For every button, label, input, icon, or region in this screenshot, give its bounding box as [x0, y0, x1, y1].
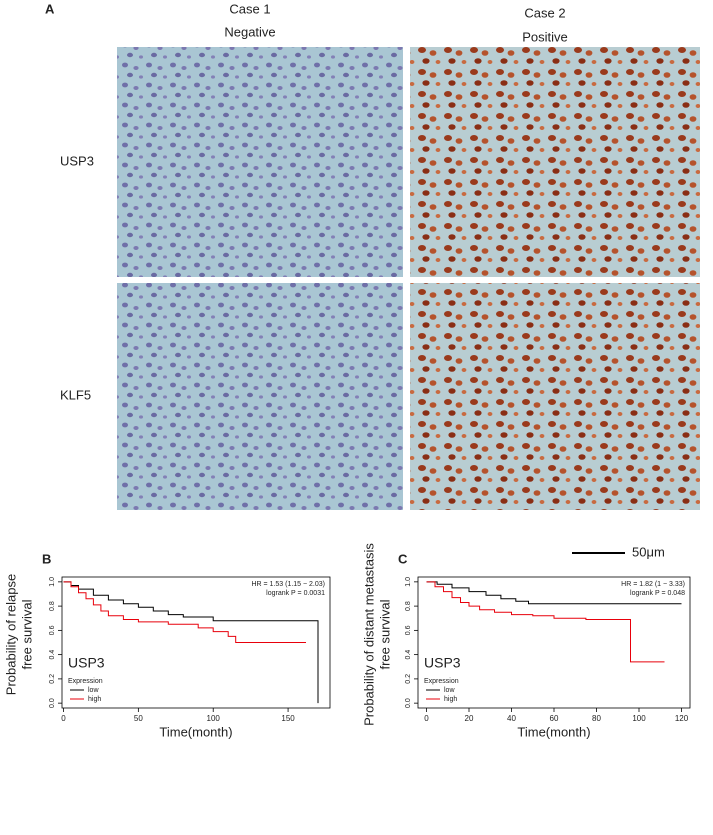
y-axis-label: Probability of distant metastasis — [361, 543, 376, 726]
legend-title: Expression — [68, 678, 103, 685]
legend-label: high — [88, 696, 101, 703]
row-label: USP3 — [60, 153, 94, 168]
gene-label: USP3 — [424, 655, 461, 671]
micrograph — [117, 47, 403, 277]
y-axis-label: free survival — [377, 599, 392, 669]
x-axis-label: Time(month) — [159, 724, 232, 739]
x-tick-label: 150 — [281, 714, 295, 723]
row-label: KLF5 — [60, 387, 91, 402]
legend-title: Expression — [424, 678, 459, 685]
column-subheader: Negative — [224, 24, 275, 39]
panel-letter: C — [398, 551, 408, 566]
survival-curve — [426, 581, 682, 605]
gene-label: USP3 — [68, 655, 105, 671]
y-tick-label: 0.6 — [405, 625, 412, 635]
legend-label: low — [88, 687, 99, 694]
x-tick-label: 0 — [61, 714, 66, 723]
x-axis-label: Time(month) — [517, 724, 590, 739]
column-header: Case 1 — [229, 1, 270, 16]
column-header: Case 2 — [524, 5, 565, 20]
y-tick-label: 0.8 — [405, 601, 412, 611]
y-tick-label: 0.0 — [405, 698, 412, 708]
survival-curve — [426, 581, 665, 663]
column-subheader: Positive — [522, 29, 568, 44]
y-tick-label: 0.4 — [405, 650, 412, 660]
annotation: HR = 1.53 (1.15 − 2.03) — [251, 581, 325, 588]
x-tick-label: 50 — [134, 714, 143, 723]
x-tick-label: 60 — [550, 714, 559, 723]
y-axis-label: Probability of relapse — [3, 574, 18, 695]
y-tick-label: 0.8 — [49, 601, 56, 611]
annotation: logrank P = 0.0031 — [266, 590, 325, 597]
annotation: HR = 1.82 (1 − 3.33) — [621, 581, 685, 588]
y-tick-label: 1.0 — [405, 577, 412, 587]
x-tick-label: 80 — [592, 714, 601, 723]
y-tick-label: 0.6 — [49, 625, 56, 635]
x-tick-label: 100 — [207, 714, 221, 723]
x-tick-label: 120 — [675, 714, 689, 723]
panel-letter: A — [45, 1, 55, 16]
legend-label: low — [444, 687, 455, 694]
x-tick-label: 40 — [507, 714, 516, 723]
y-tick-label: 0.0 — [49, 698, 56, 708]
x-tick-label: 0 — [424, 714, 429, 723]
y-tick-label: 0.2 — [405, 674, 412, 684]
annotation: logrank P = 0.048 — [630, 590, 685, 597]
y-axis-label: free survival — [19, 599, 34, 669]
survival-curve — [63, 581, 306, 643]
y-tick-label: 1.0 — [49, 577, 56, 587]
scale-bar-label: 50μm — [632, 544, 665, 559]
micrograph — [117, 283, 403, 510]
x-tick-label: 20 — [465, 714, 474, 723]
legend-label: high — [444, 696, 457, 703]
y-tick-label: 0.4 — [49, 650, 56, 660]
plot-frame — [61, 576, 331, 709]
panel-letter: B — [42, 551, 51, 566]
micrograph — [410, 283, 700, 510]
micrograph — [410, 47, 700, 277]
x-tick-label: 100 — [632, 714, 646, 723]
y-tick-label: 0.2 — [49, 674, 56, 684]
